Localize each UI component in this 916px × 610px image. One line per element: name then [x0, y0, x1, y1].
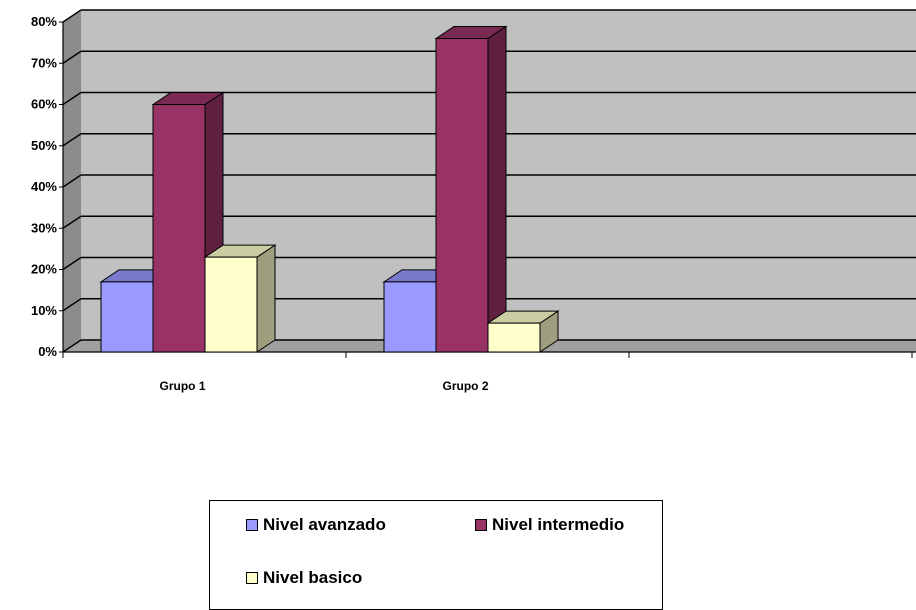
legend-label-nivel-avanzado: Nivel avanzado	[263, 515, 386, 534]
y-tick-label: 80%	[31, 14, 57, 29]
legend-item-nivel-avanzado: Nivel avanzado	[246, 515, 386, 535]
y-tick-label: 20%	[31, 262, 57, 277]
bar-side-nivel-basico	[256, 244, 276, 353]
bar-nivel-intermedio	[435, 38, 489, 353]
bar-side-nivel-intermedio	[487, 25, 507, 353]
gridline-diagonal	[62, 91, 82, 106]
gridline-diagonal	[62, 174, 82, 188]
gridline-diagonal	[62, 298, 82, 312]
legend: Nivel avanzado Nivel intermedio Nivel ba…	[209, 500, 663, 610]
y-tick-label: 30%	[31, 220, 57, 235]
x-tick-label: Grupo 1	[159, 379, 205, 393]
legend-swatch-nivel-intermedio	[475, 519, 487, 531]
gridline-diagonal	[62, 339, 82, 353]
gridline-diagonal	[62, 9, 82, 23]
y-tick-label: 70%	[31, 55, 57, 70]
gridline-diagonal	[62, 256, 82, 271]
bar-nivel-basico	[204, 256, 258, 353]
legend-item-nivel-intermedio: Nivel intermedio	[475, 515, 624, 535]
bar-nivel-avanzado	[100, 281, 154, 353]
bar-nivel-basico	[487, 322, 541, 353]
legend-swatch-nivel-avanzado	[246, 519, 258, 531]
y-tick-label: 50%	[31, 138, 57, 153]
bar-nivel-intermedio	[152, 104, 206, 353]
legend-label-nivel-basico: Nivel basico	[263, 568, 363, 587]
gridline-diagonal	[62, 215, 82, 229]
y-tick-label: 0%	[38, 344, 57, 359]
legend-label-nivel-intermedio: Nivel intermedio	[492, 515, 625, 534]
y-tick-label: 60%	[31, 97, 57, 112]
bar-nivel-avanzado	[383, 281, 437, 353]
gridline-diagonal	[62, 50, 82, 64]
legend-item-nivel-basico: Nivel basico	[246, 568, 362, 588]
y-tick-label: 40%	[31, 179, 57, 194]
gridline-diagonal	[62, 133, 82, 147]
x-tick-label: Grupo 2	[442, 379, 488, 393]
legend-swatch-nivel-basico	[246, 572, 258, 584]
y-tick-label: 10%	[31, 303, 57, 318]
